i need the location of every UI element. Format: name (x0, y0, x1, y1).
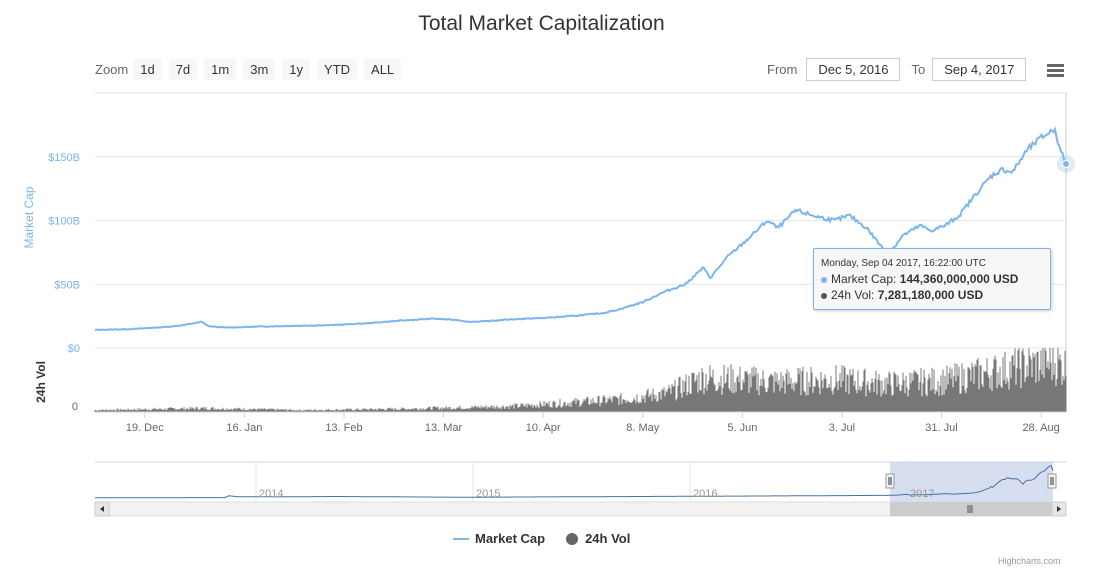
market-cap-dot-icon (821, 276, 827, 283)
legend-label-market-cap: Market Cap (475, 531, 546, 546)
zoom-7d-button[interactable]: 7d (168, 59, 198, 80)
from-label: From (767, 62, 798, 77)
legend-label-volume: 24h Vol (585, 531, 631, 546)
market-cap-line (95, 126, 1067, 332)
scrollbar-thumb (890, 502, 1053, 516)
zoom-label: Zoom (95, 62, 129, 77)
navigator-year-label: 2017 (910, 488, 934, 500)
x-tick-label: 16. Jan (226, 422, 262, 434)
x-tick-label: 10. Apr (526, 422, 561, 434)
zoom-1d-button[interactable]: 1d (133, 59, 162, 80)
x-tick-label: 13. Mar (425, 422, 463, 434)
tooltip-market-cap-label: Market Cap: (831, 272, 900, 286)
x-tick-label: 8. May (626, 422, 660, 434)
y-axis-title: Market Cap (22, 186, 36, 248)
tooltip-volume-value: 7,281,180,000 USD (877, 288, 984, 302)
x-tick-label: 19. Dec (126, 422, 164, 434)
circle-legend-icon (566, 532, 579, 545)
x-tick-label: 13. Feb (325, 422, 362, 434)
scroll-right-arrow-icon (1057, 506, 1061, 512)
to-label: To (911, 62, 926, 77)
tooltip: Monday, Sep 04 2017, 16:22:00 UTC Market… (813, 248, 1051, 310)
navigator-handle (885, 473, 895, 489)
navigator-year-label: 2016 (693, 488, 717, 500)
legend-item-volume[interactable]: 24h Vol (565, 531, 630, 546)
y-tick-label: $100B (48, 216, 80, 228)
y-tick-label: $50B (54, 279, 80, 291)
from-date-input[interactable]: Dec 5, 2016 (806, 58, 901, 81)
y-tick-label: $0 (68, 343, 80, 355)
x-tick-label: 31. Jul (925, 422, 957, 434)
volume-axis-title: 24h Vol (34, 361, 48, 403)
navigator-handle (1047, 473, 1057, 489)
tooltip-market-cap-row: Market Cap: 144,360,000,000 USD (821, 272, 1018, 286)
y-tick-label: $150B (48, 152, 80, 164)
x-tick-label: 28. Aug (1022, 422, 1059, 434)
zoom-3m-button[interactable]: 3m (243, 59, 276, 80)
volume-bars (94, 348, 1067, 412)
chart-title: Total Market Capitalization (418, 12, 665, 35)
tooltip-header: Monday, Sep 04 2017, 16:22:00 UTC (821, 258, 986, 269)
navigator-year-label: 2014 (259, 488, 283, 500)
x-tick-label: 3. Jul (829, 422, 855, 434)
scrollbar-grip (967, 505, 973, 513)
hamburger-menu-icon[interactable] (1047, 64, 1064, 78)
tooltip-volume-row: 24h Vol: 7,281,180,000 USD (821, 288, 983, 302)
legend-item-market-cap[interactable]: Market Cap (453, 531, 545, 546)
credits-link[interactable]: Highcharts.com (998, 556, 1061, 566)
line-legend-icon (453, 537, 469, 540)
navigator-series-line (95, 464, 1054, 499)
date-range: From Dec 5, 2016 To Sep 4, 2017 (767, 58, 1027, 81)
navigator-selected-range (890, 462, 1053, 502)
scroll-left-arrow-icon (100, 506, 104, 512)
tooltip-market-cap-value: 144,360,000,000 USD (899, 272, 1019, 286)
x-tick-label: 5. Jun (727, 422, 757, 434)
to-date-input[interactable]: Sep 4, 2017 (932, 58, 1027, 81)
hover-point (1062, 159, 1070, 168)
zoom-toolbar: Zoom 1d 7d 1m 3m 1y YTD ALL (95, 59, 408, 80)
zoom-all-button[interactable]: ALL (364, 59, 402, 80)
legend: Market Cap 24h Vol (453, 531, 650, 546)
volume-dot-icon (821, 292, 827, 299)
volume-tick-label: 0 (72, 401, 78, 413)
zoom-ytd-button[interactable]: YTD (317, 59, 358, 80)
zoom-1m-button[interactable]: 1m (204, 59, 237, 80)
navigator-year-label: 2015 (476, 488, 500, 500)
zoom-1y-button[interactable]: 1y (282, 59, 311, 80)
tooltip-volume-label: 24h Vol: (831, 288, 878, 302)
